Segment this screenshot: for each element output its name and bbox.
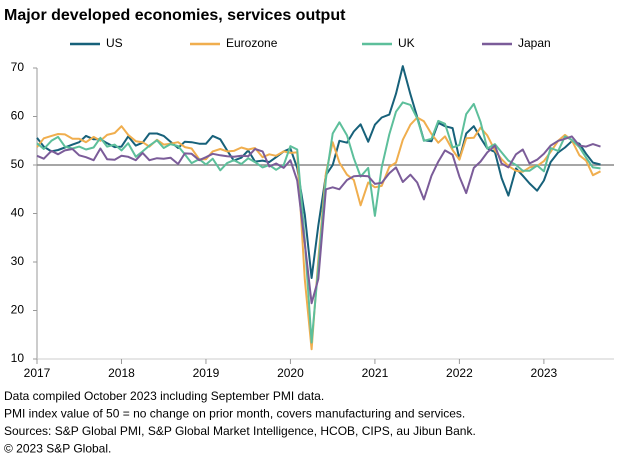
x-tick-label: 2022	[446, 366, 473, 380]
footnote: © 2023 S&P Global.	[4, 442, 111, 456]
x-tick-label: 2021	[362, 366, 389, 380]
y-tick-label: 70	[11, 60, 25, 74]
y-tick-label: 10	[11, 351, 25, 365]
x-tick-label: 2023	[531, 366, 558, 380]
y-tick-label: 30	[11, 254, 25, 268]
legend-label: UK	[398, 36, 415, 50]
series-line	[36, 135, 601, 305]
legend-label: US	[106, 36, 123, 50]
series-line	[36, 65, 601, 279]
footnote: PMI index value of 50 = no change on pri…	[4, 407, 465, 421]
x-tick-label: 2019	[193, 366, 220, 380]
y-tick-label: 40	[11, 206, 25, 220]
legend-label: Eurozone	[226, 36, 278, 50]
y-tick-label: 20	[11, 303, 25, 317]
series-line	[36, 116, 601, 351]
footnote: Data compiled October 2023 including Sep…	[4, 389, 324, 403]
series-line	[36, 101, 601, 344]
footnote: Sources: S&P Global PMI, S&P Global Mark…	[4, 424, 476, 438]
x-tick-label: 2017	[24, 366, 51, 380]
legend-label: Japan	[518, 36, 551, 50]
y-tick-label: 60	[11, 109, 25, 123]
x-tick-label: 2018	[108, 366, 135, 380]
y-tick-label: 50	[11, 157, 25, 171]
chart-title: Major developed economies, services outp…	[4, 7, 346, 24]
x-tick-label: 2020	[277, 366, 304, 380]
